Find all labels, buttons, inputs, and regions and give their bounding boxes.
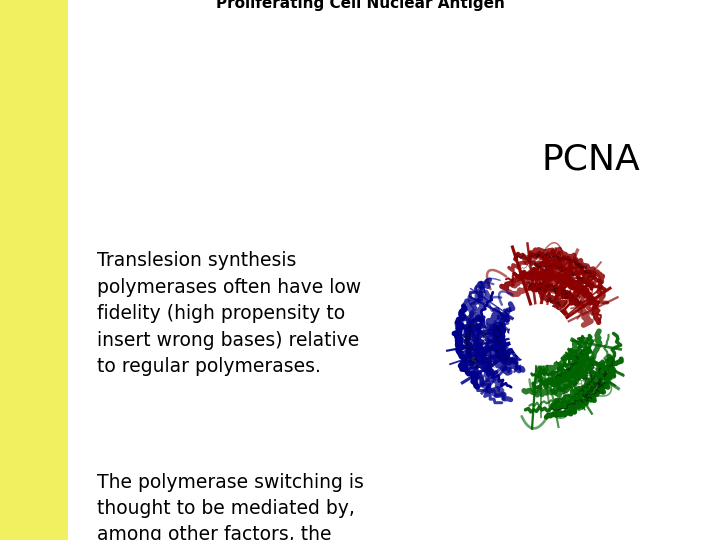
Bar [0, 0, 68, 540]
Circle shape [540, 369, 544, 373]
Circle shape [513, 350, 518, 356]
Circle shape [510, 305, 570, 364]
Circle shape [562, 310, 567, 314]
Circle shape [508, 349, 513, 353]
Circle shape [560, 310, 565, 315]
Circle shape [561, 354, 567, 361]
Circle shape [517, 355, 522, 360]
Circle shape [505, 316, 510, 322]
Circle shape [557, 306, 561, 310]
Circle shape [552, 305, 558, 311]
Circle shape [562, 312, 568, 319]
Circle shape [569, 349, 573, 353]
Circle shape [508, 329, 512, 333]
Text: Proliferating Cell Nuclear Antigen: Proliferating Cell Nuclear Antigen [215, 0, 505, 10]
Circle shape [537, 367, 541, 372]
Circle shape [567, 354, 572, 359]
Circle shape [510, 305, 570, 364]
Text: Translesion synthesis
polymerases often have low
fidelity (high propensity to
in: Translesion synthesis polymerases often … [97, 251, 361, 376]
Text: The polymerase switching is
thought to be mediated by,
among other factors, the
: The polymerase switching is thought to b… [97, 472, 378, 540]
Text: PCNA: PCNA [541, 143, 640, 176]
